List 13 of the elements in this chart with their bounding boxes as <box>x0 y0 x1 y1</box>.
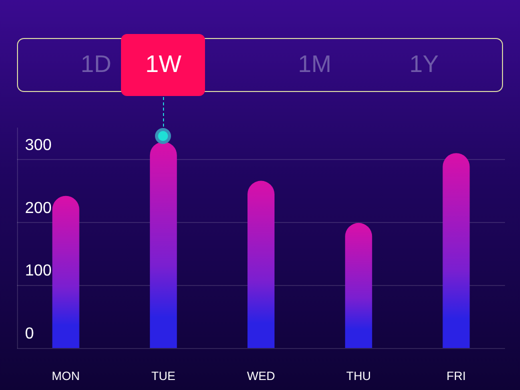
text: 1D <box>80 51 112 79</box>
x-tick-label: WED <box>247 369 276 383</box>
y-tick-label: 0 <box>25 326 34 342</box>
x-tick-label: MON <box>52 369 80 383</box>
y-tick-label: 100 <box>25 262 52 280</box>
annotation: 1W <box>145 51 182 79</box>
y-tick-label: 300 <box>25 136 52 154</box>
x-tick-label: TUE <box>151 369 176 383</box>
x-tick-label: FRI <box>446 369 466 383</box>
x-tick-label: THU <box>346 369 371 383</box>
text: 1M <box>298 51 332 79</box>
text: 1Y <box>409 51 439 79</box>
y-tick-label: 200 <box>25 200 52 217</box>
